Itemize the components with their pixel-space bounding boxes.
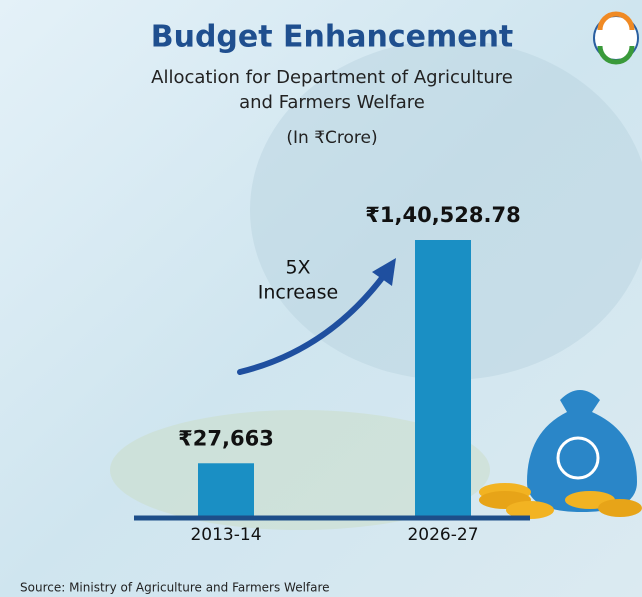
x-tick-label: 2013-14 [190,525,261,545]
background-figure [250,40,642,380]
source: Source: Ministry of Agriculture and Farm… [20,581,330,595]
bar [198,463,254,518]
chart-subtitle: Allocation for Department of Agriculture [151,67,513,88]
annotation: Increase [258,282,338,304]
arrow-head [372,258,396,286]
logo [593,11,639,65]
value-label: ₹27,663 [178,426,274,450]
increase-arrow [237,267,391,375]
chart-subtitle: and Farmers Welfare [239,92,425,113]
x-tick-label: 2026-27 [407,525,478,545]
annotation: 5X [285,257,310,279]
value-label: ₹1,40,528.78 [365,203,520,227]
chart-title: Budget Enhancement [151,20,514,55]
unit-note: (In ₹Crore) [286,128,377,148]
money-bag [479,390,642,519]
bar [415,240,471,518]
